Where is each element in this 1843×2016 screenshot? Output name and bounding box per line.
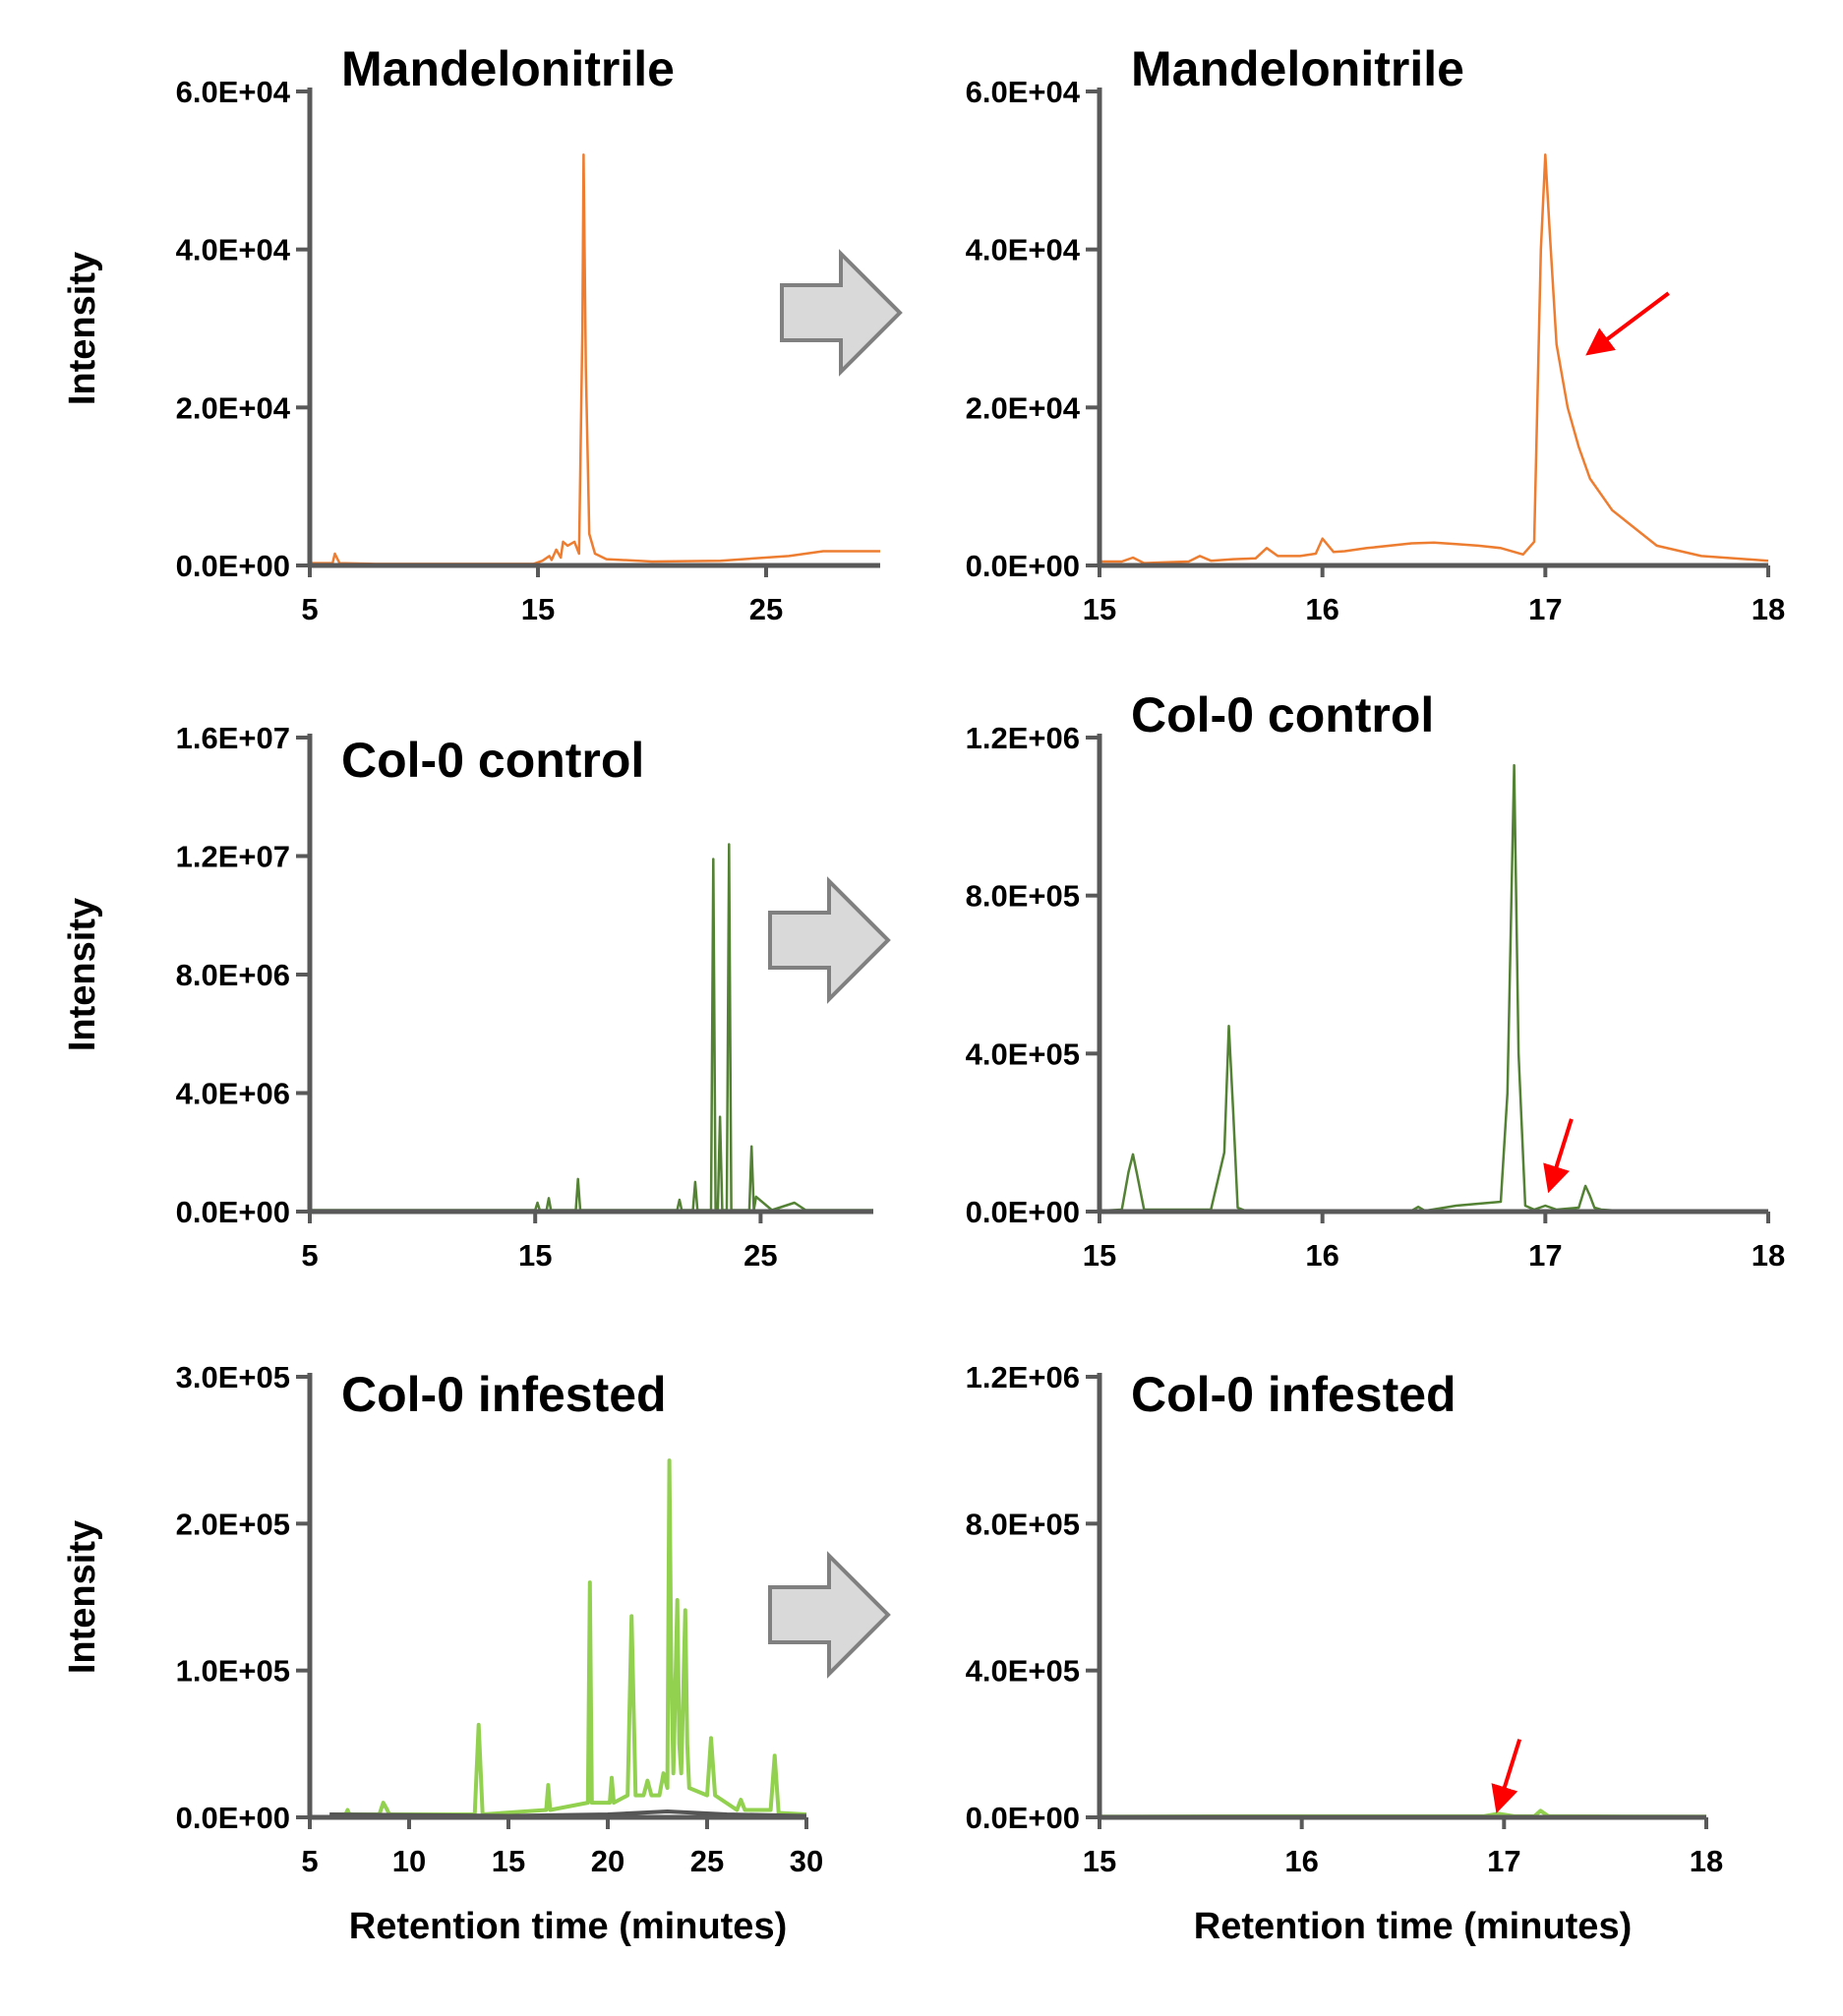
y-tick-label: 4.0E+05 (966, 1037, 1080, 1071)
x-tick-label: 16 (1305, 592, 1338, 626)
y-tick-label: 0.0E+00 (176, 1195, 290, 1229)
x-tick-label: 30 (790, 1844, 823, 1878)
x-tick-label: 25 (690, 1844, 724, 1878)
y-tick-label: 4.0E+06 (176, 1077, 290, 1111)
chart-panel-2: 0.0E+00 2.0E+04 4.0E+04 6.0E+04 15 16 17 18 Mand… (966, 41, 1786, 626)
x-tick-label: 15 (521, 592, 555, 626)
x-tick-label: 18 (1752, 592, 1785, 626)
y-tick-label: 8.0E+06 (176, 958, 290, 992)
transition-arrow-1 (780, 249, 903, 377)
series-line-1 (1099, 763, 1768, 1213)
panel-title: Col-0 control (341, 733, 644, 788)
y-tick-label: 2.0E+05 (176, 1507, 290, 1541)
x-tick-label: 15 (1083, 1238, 1116, 1273)
series-line-1 (329, 1458, 807, 1816)
x-tick-label: 15 (1083, 592, 1116, 626)
x-tick-label: 17 (1528, 592, 1562, 626)
y-tick-label: 2.0E+04 (176, 390, 291, 425)
y-tick-label: 8.0E+05 (966, 879, 1080, 914)
x-tick-label: 5 (301, 592, 318, 626)
panel-title: Col-0 infested (1131, 1367, 1457, 1422)
y-tick-label: 0.0E+00 (966, 549, 1080, 583)
y-tick-label: 1.0E+05 (176, 1654, 290, 1689)
x-tick-label: 17 (1487, 1844, 1520, 1878)
red-arrow-annotation (1585, 291, 1670, 356)
x-tick-label: 10 (392, 1844, 426, 1878)
y-tick-label: 0.0E+00 (176, 549, 290, 583)
series-line-1 (310, 843, 873, 1212)
y-axis-title: Intensity (62, 898, 103, 1051)
y-tick-label: 4.0E+04 (966, 233, 1081, 267)
x-tick-label: 5 (301, 1844, 318, 1878)
x-tick-label: 25 (749, 592, 783, 626)
y-tick-label: 6.0E+04 (966, 75, 1081, 109)
panels: 0.0E+00 2.0E+04 4.0E+04 6.0E+04 5 15 25 Mandelo… (62, 41, 1785, 1947)
x-axis-title: Retention time (minutes) (349, 1906, 787, 1947)
y-tick-label: 0.0E+00 (966, 1195, 1080, 1229)
panel-title: Col-0 control (1131, 687, 1434, 742)
x-tick-label: 15 (492, 1844, 525, 1878)
chart-panel-3: 0.0E+00 4.0E+06 8.0E+06 1.2E+07 1.6E+07 5 15 25… (62, 721, 873, 1273)
panel-title: Mandelonitrile (341, 41, 675, 96)
x-axis-title: Retention time (minutes) (1194, 1906, 1632, 1947)
x-tick-label: 18 (1690, 1844, 1723, 1878)
chart-panel-4: 0.0E+00 4.0E+05 8.0E+05 1.2E+06 15 16 17 18 Col-… (966, 687, 1786, 1273)
y-tick-label: 1.2E+07 (176, 840, 290, 874)
y-tick-label: 0.0E+00 (176, 1801, 290, 1835)
y-tick-label: 1.2E+06 (966, 721, 1080, 755)
y-tick-label: 4.0E+05 (966, 1654, 1080, 1689)
y-tick-label: 8.0E+05 (966, 1507, 1080, 1541)
x-tick-label: 15 (518, 1238, 552, 1273)
y-tick-label: 4.0E+04 (176, 233, 291, 267)
x-tick-label: 20 (591, 1844, 624, 1878)
y-axis-title: Intensity (62, 1520, 103, 1674)
y-tick-label: 1.6E+07 (176, 721, 290, 755)
y-tick-label: 3.0E+05 (176, 1360, 290, 1394)
x-tick-label: 16 (1284, 1844, 1318, 1878)
transition-arrow-2 (768, 876, 891, 1004)
x-tick-label: 5 (301, 1238, 318, 1273)
y-tick-label: 1.2E+06 (966, 1360, 1080, 1394)
y-tick-label: 2.0E+04 (966, 390, 1081, 425)
red-arrow-annotation (1543, 1118, 1574, 1194)
panel-title: Col-0 infested (341, 1367, 667, 1422)
red-arrow-annotation (1491, 1739, 1522, 1814)
transition-arrow-3 (768, 1551, 891, 1679)
x-tick-label: 25 (743, 1238, 777, 1273)
x-tick-label: 16 (1305, 1238, 1338, 1273)
y-tick-label: 6.0E+04 (176, 75, 291, 109)
series-line-1 (310, 153, 880, 565)
x-tick-label: 17 (1528, 1238, 1562, 1273)
chart-panel-6: 0.0E+00 4.0E+05 8.0E+05 1.2E+06 15 16 17 18 Col-… (966, 1360, 1724, 1947)
chart-panel-5: 0.0E+00 1.0E+05 2.0E+05 3.0E+05 5 10 15 20 25 30 C… (62, 1360, 823, 1947)
panel-title: Mandelonitrile (1131, 41, 1464, 96)
x-tick-label: 15 (1083, 1844, 1116, 1878)
series-line-1 (1100, 153, 1769, 564)
x-tick-label: 18 (1752, 1238, 1785, 1273)
y-axis-title: Intensity (62, 252, 103, 405)
y-tick-label: 0.0E+00 (966, 1801, 1080, 1835)
chart-panel-1: 0.0E+00 2.0E+04 4.0E+04 6.0E+04 5 15 25 Mandelo… (62, 41, 880, 626)
